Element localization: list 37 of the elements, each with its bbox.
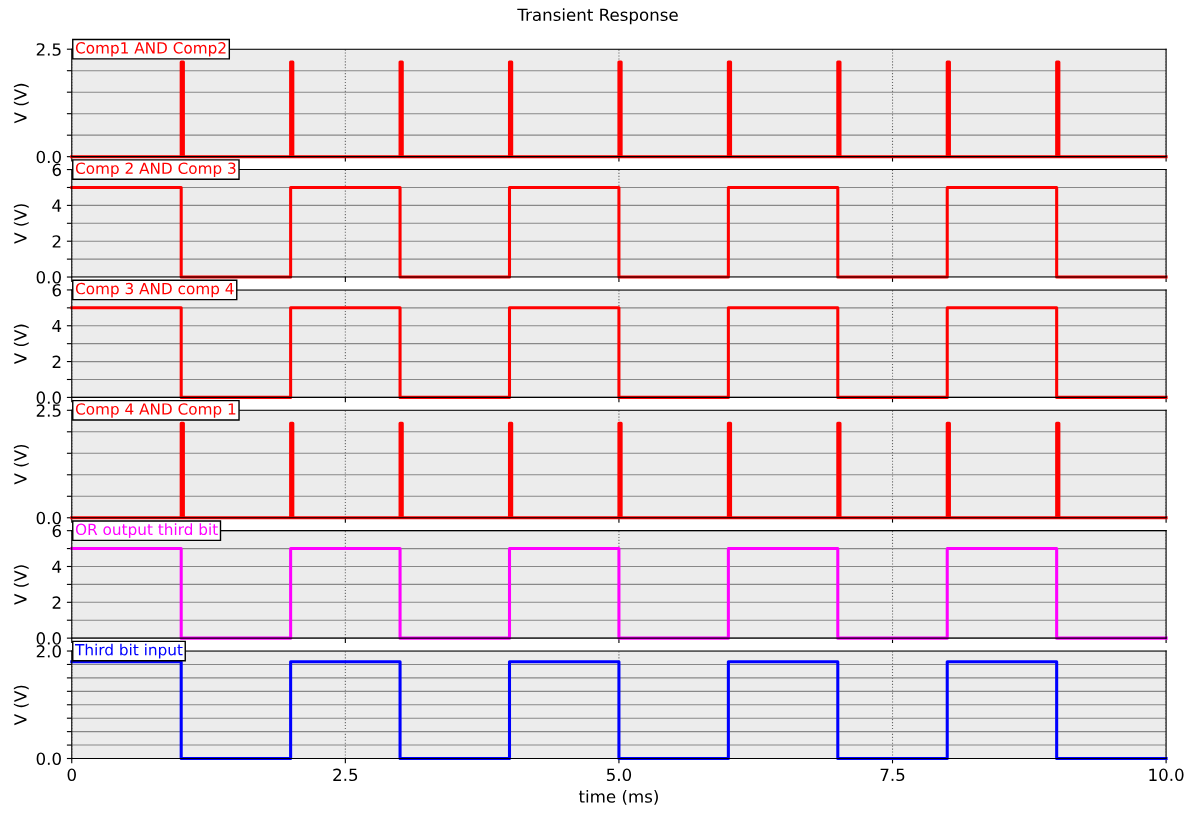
x-tick-label: 5.0 [606,768,632,782]
x-tick-label: 10.0 [1149,768,1184,782]
y-tick-label: 0.0 [36,271,61,284]
y-tick-label: 2 [52,355,61,368]
x-tick-label: 7.5 [880,768,905,782]
y-tick-label: 2.5 [36,43,61,56]
y-tick-label: 0.0 [36,752,61,766]
y-axis-title: V (V) [13,685,29,726]
y-tick-label: 0.0 [36,511,61,525]
y-tick-label: 2 [52,596,61,609]
y-tick-label: 6 [52,283,61,297]
chart-title: Transient Response [517,8,678,25]
series-label: Comp 4 AND Comp 1 [75,403,236,418]
text: Comp1 AND Comp2 [75,42,226,57]
series-label: Comp 2 AND Comp 3 [75,162,236,177]
y-tick-label: 4 [52,560,62,573]
y-axis-title: V (V) [13,444,29,485]
y-tick-label: 2.5 [36,404,61,417]
x-tick-label: 2.5 [333,768,358,782]
y-axis-title: V (V) [13,565,29,605]
y-tick-label: 6 [52,163,61,177]
series-label: Comp 3 AND comp 4 [75,282,234,298]
y-tick-label: 2.0 [36,644,61,658]
y-axis-title: V (V) [13,324,29,365]
y-tick-label: 0.0 [36,391,61,404]
y-tick-label: 6 [52,524,61,538]
y-axis-title: V (V) [13,83,29,124]
y-tick-label: 2 [52,235,61,248]
y-tick-label: 4 [52,319,62,333]
series-label: Third bit input [75,643,183,659]
series-label: OR output third bit [75,523,218,539]
x-tick-label: 0 [67,768,76,782]
x-axis-title: time (ms) [578,789,658,805]
y-axis-title: V (V) [13,204,29,244]
y-tick-label: 0.0 [36,632,61,645]
y-tick-label: 0.0 [36,150,61,164]
y-tick-label: 4 [52,199,62,212]
